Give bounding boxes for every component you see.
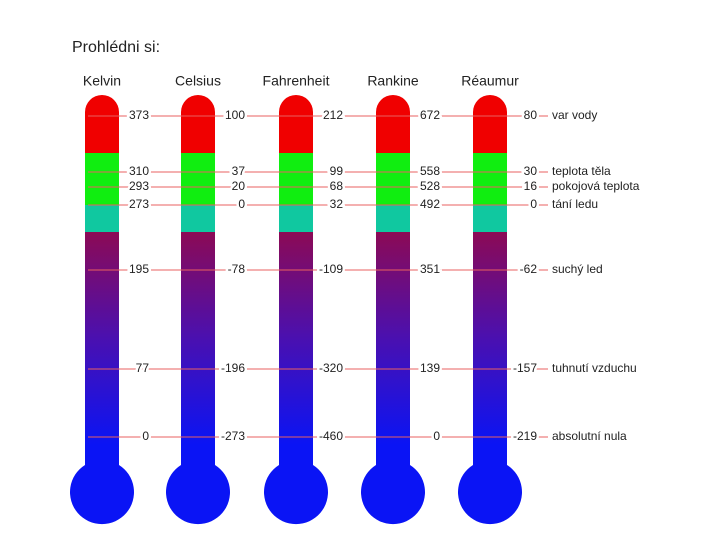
scale-value: 672	[420, 108, 440, 122]
segment-base	[165, 445, 231, 525]
segment-cool	[165, 205, 231, 232]
scale-value: 558	[420, 164, 440, 178]
scale-name: Rankine	[367, 73, 419, 89]
scale-value: -273	[221, 429, 245, 443]
thermometer	[70, 95, 135, 525]
scale-value: 0	[530, 197, 537, 211]
point-label: tání ledu	[552, 197, 598, 211]
thermometer	[458, 95, 522, 525]
scale-value: 99	[330, 164, 344, 178]
scale-value: -78	[228, 262, 246, 276]
scale-value: 195	[129, 262, 149, 276]
scale-value: -196	[221, 361, 245, 375]
segment-hot	[458, 95, 522, 153]
scale-value: 0	[238, 197, 245, 211]
scale-value: 373	[129, 108, 149, 122]
scale-value: -320	[319, 361, 343, 375]
scale-value: 310	[129, 164, 149, 178]
scale-value: -109	[319, 262, 343, 276]
segment-cold	[165, 232, 231, 445]
scale-value: 212	[323, 108, 343, 122]
scale-value: 32	[330, 197, 344, 211]
scale-name: Celsius	[175, 73, 221, 89]
title: Prohlédni si:	[72, 39, 160, 56]
point-label: pokojová teplota	[552, 179, 640, 193]
scale-value: 68	[330, 179, 344, 193]
segment-base	[361, 445, 425, 525]
scale-value: 100	[225, 108, 245, 122]
segment-cold	[458, 232, 522, 445]
scale-value: 0	[433, 429, 440, 443]
thermometer	[361, 95, 425, 525]
scale-name: Réaumur	[461, 73, 519, 89]
scale-value: 273	[129, 197, 149, 211]
scale-value: -157	[513, 361, 537, 375]
segment-warm	[458, 153, 522, 205]
segment-base	[264, 445, 328, 525]
scale-value: 80	[524, 108, 538, 122]
point-label: tuhnutí vzduchu	[552, 361, 637, 375]
segment-warm	[165, 153, 231, 205]
scale-value: 77	[136, 361, 150, 375]
segment-base	[70, 445, 135, 525]
scale-name: Fahrenheit	[263, 73, 330, 89]
point-label: var vody	[552, 108, 597, 122]
segment-warm	[264, 153, 328, 205]
tube-fill	[70, 95, 135, 525]
segment-base	[458, 445, 522, 525]
point-label: teplota těla	[552, 164, 611, 178]
thermometer	[165, 95, 231, 525]
scale-value: 0	[142, 429, 149, 443]
scale-value: 37	[232, 164, 246, 178]
scale-value: 492	[420, 197, 440, 211]
point-label: suchý led	[552, 262, 603, 276]
scale-value: -219	[513, 429, 537, 443]
segment-cool	[264, 205, 328, 232]
tube-fill	[264, 95, 328, 525]
scale-value: 293	[129, 179, 149, 193]
scale-value: 30	[524, 164, 538, 178]
thermometer	[264, 95, 328, 525]
tube-fill	[361, 95, 425, 525]
tube-fill	[165, 95, 231, 525]
scale-value: -460	[319, 429, 343, 443]
scale-value: 20	[232, 179, 246, 193]
scale-value: 16	[524, 179, 538, 193]
scale-name: Kelvin	[83, 73, 121, 89]
scale-value: 351	[420, 262, 440, 276]
segment-cool	[458, 205, 522, 232]
tube-fill	[458, 95, 522, 525]
scale-value: 528	[420, 179, 440, 193]
scale-value: 139	[420, 361, 440, 375]
scale-value: -62	[520, 262, 538, 276]
point-label: absolutní nula	[552, 429, 627, 443]
